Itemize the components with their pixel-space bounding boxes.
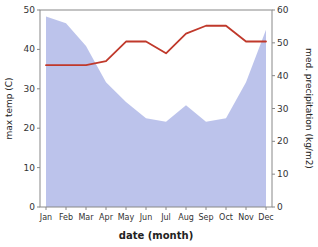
y2-tick [272, 75, 275, 76]
x-tick [186, 207, 187, 210]
y2-tick [272, 207, 275, 208]
y2-tick [272, 174, 275, 175]
x-tick [106, 207, 107, 210]
y2-tick [272, 141, 275, 142]
precipitation-area [46, 17, 266, 207]
y-tick-label: 50 [24, 5, 36, 15]
x-tick [166, 207, 167, 210]
x-tick-label: Feb [59, 213, 73, 222]
y-tick-label: 30 [24, 84, 36, 94]
x-tick [226, 207, 227, 210]
y-tick [37, 49, 40, 50]
y2-tick-label: 30 [277, 104, 289, 114]
x-tick-label: Jun [139, 213, 153, 222]
x-tick-label: Mar [78, 213, 94, 222]
x-tick [146, 207, 147, 210]
x-tick-label: May [118, 213, 135, 222]
y2-tick-label: 40 [277, 71, 289, 81]
temperature-line [46, 26, 266, 65]
y-tick-label: 0 [29, 202, 35, 212]
y-tick [37, 167, 40, 168]
plot-area [46, 17, 266, 207]
y-axis-label: max temp (C) [4, 77, 14, 139]
y-tick [37, 10, 40, 11]
y2-tick [272, 10, 275, 11]
plot-frame [40, 10, 272, 207]
y-tick [37, 88, 40, 89]
x-tick [86, 207, 87, 210]
x-tick-label: Apr [99, 213, 114, 222]
y2-tick-label: 20 [277, 136, 289, 146]
y-tick-label: 20 [24, 123, 36, 133]
y-tick [37, 128, 40, 129]
y-tick [37, 207, 40, 208]
x-tick [66, 207, 67, 210]
y2-tick-label: 10 [277, 169, 289, 179]
y-tick-label: 40 [24, 44, 36, 54]
y2-tick [272, 42, 275, 43]
x-tick [266, 207, 267, 210]
x-tick-label: Oct [219, 213, 233, 222]
x-tick-label: Jul [160, 213, 171, 222]
chart: 0 10 20 30 40 50 0 10 20 30 40 50 60 Jan Feb Mar Apr May J… [0, 0, 318, 247]
x-tick-label: Jan [39, 213, 52, 222]
y2-tick [272, 108, 275, 109]
y2-tick-label: 60 [277, 5, 289, 15]
x-axis-label: date (month) [119, 230, 193, 241]
x-tick [246, 207, 247, 210]
y2-tick-label: 0 [277, 202, 283, 212]
x-tick [126, 207, 127, 210]
y-tick-label: 10 [24, 163, 36, 173]
y2-axis-label: med. precipitation (kg/m2) [304, 48, 314, 169]
x-tick-label: Nov [238, 213, 254, 222]
x-tick-label: Dec [258, 213, 273, 222]
x-tick-label: Sep [198, 213, 213, 222]
x-tick [206, 207, 207, 210]
y2-tick-label: 50 [277, 38, 289, 48]
x-tick [46, 207, 47, 210]
x-tick-label: Aug [178, 213, 194, 222]
